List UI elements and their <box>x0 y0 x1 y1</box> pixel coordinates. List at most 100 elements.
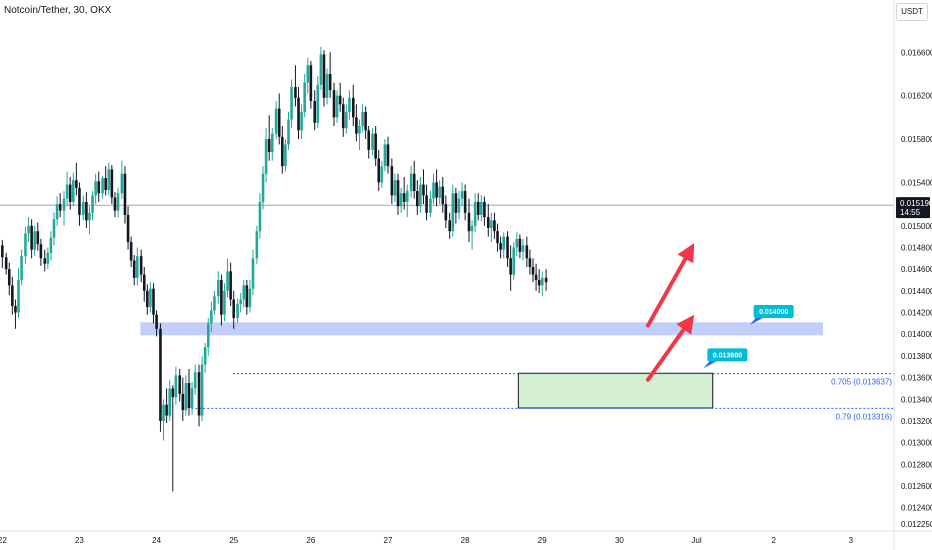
candle-body-104 <box>335 95 339 118</box>
candle-body-127 <box>409 173 413 192</box>
candle-body-13 <box>43 258 47 264</box>
candle-body-156 <box>502 236 505 250</box>
y-tick-label-10: 0.013800 <box>901 352 932 361</box>
red-arrow-1[interactable] <box>645 327 686 382</box>
candle-body-111 <box>358 126 361 134</box>
candle-body-68 <box>220 280 223 315</box>
y-tick-label-3: 0.015400 <box>901 178 932 187</box>
x-tick-label-4: 26 <box>306 536 315 545</box>
candle-body-30 <box>97 181 101 194</box>
candle-body-128 <box>412 173 416 192</box>
y-tick-label-13: 0.013200 <box>901 417 932 426</box>
candle-body-53 <box>171 388 175 398</box>
candle-body-93 <box>300 111 303 131</box>
candle-body-34 <box>110 169 114 198</box>
candle-body-35 <box>113 197 117 211</box>
candle-body-166 <box>534 274 538 280</box>
candle-body-115 <box>371 133 374 150</box>
candle-body-20 <box>65 184 69 199</box>
candle-body-25 <box>82 201 85 215</box>
candle-body-36 <box>116 193 120 211</box>
candle-body-73 <box>236 303 239 318</box>
y-tick-label-15: 0.012800 <box>901 460 932 469</box>
candle-body-169 <box>544 277 548 283</box>
candle-body-163 <box>525 245 529 259</box>
entry-zone-zone[interactable] <box>517 372 714 409</box>
candle-body-82 <box>264 139 268 174</box>
red-arrow-head-0 <box>677 243 695 264</box>
candle-body-140 <box>451 193 455 232</box>
candle-body-126 <box>405 191 409 202</box>
current-price-badge <box>896 197 930 219</box>
candle-body-122 <box>393 180 397 196</box>
y-tick-label-6: 0.014600 <box>901 265 932 274</box>
fib-label-1: 0.79 (0.013316) <box>836 412 893 421</box>
x-tick-label-10: 2 <box>771 536 776 545</box>
candle-body-118 <box>380 166 384 183</box>
candle-body-55 <box>178 375 182 394</box>
candle-body-86 <box>277 108 281 137</box>
x-tick-label-5: 27 <box>384 536 393 545</box>
candle-body-105 <box>338 95 342 105</box>
candle-body-69 <box>223 290 226 315</box>
candle-body-84 <box>270 133 274 153</box>
candle-body-132 <box>425 195 428 213</box>
candle-body-165 <box>531 266 535 275</box>
candle-body-135 <box>435 182 438 198</box>
candle-body-39 <box>126 214 130 243</box>
candle-body-167 <box>537 280 541 286</box>
candle-body-123 <box>396 180 400 207</box>
candle-body-10 <box>33 231 37 250</box>
price-label-box-1[interactable] <box>707 348 748 362</box>
candle-body-32 <box>104 178 107 190</box>
candle-body-76 <box>245 285 249 308</box>
candle-body-54 <box>174 375 178 398</box>
candle-body-51 <box>165 404 168 416</box>
support-band-zone[interactable] <box>140 322 824 336</box>
candle-body-58 <box>187 383 191 408</box>
candle-body-87 <box>281 136 284 167</box>
candle-body-168 <box>540 277 544 286</box>
price-label-box-0[interactable] <box>753 304 794 318</box>
price-label-pointer-1 <box>703 361 717 369</box>
price-label-text-0: 0.014000 <box>759 309 788 316</box>
candle-body-125 <box>402 193 406 202</box>
currency-button[interactable]: USDT <box>896 3 928 21</box>
candle-body-41 <box>132 260 136 278</box>
candle-body-11 <box>36 231 40 245</box>
candle-body-85 <box>274 108 278 134</box>
red-arrow-head-1 <box>676 314 695 335</box>
x-tick-label-11: 3 <box>849 536 854 545</box>
y-tick-label-1: 0.016200 <box>901 92 932 101</box>
red-arrow-0[interactable] <box>645 256 688 328</box>
x-tick-label-8: 30 <box>615 536 624 545</box>
candle-body-151 <box>486 217 490 228</box>
y-tick-label-18: 0.012250 <box>901 520 932 529</box>
current-price-value: 0.015190 <box>900 199 932 208</box>
candle-body-62 <box>200 364 204 416</box>
candle-body-141 <box>454 193 458 213</box>
candle-body-26 <box>85 201 88 221</box>
candle-body-90 <box>290 86 293 120</box>
candle-body-66 <box>213 296 216 311</box>
candle-body-91 <box>294 86 297 98</box>
candle-body-80 <box>258 201 262 232</box>
candle-body-83 <box>267 139 271 153</box>
candle-body-139 <box>448 220 451 232</box>
candle-body-117 <box>377 158 381 183</box>
candle-body-18 <box>58 204 62 211</box>
candle-body-15 <box>49 237 53 253</box>
y-tick-label-14: 0.013000 <box>901 439 932 448</box>
candle-body-5 <box>17 280 20 313</box>
candle-body-124 <box>399 193 403 207</box>
candle-body-94 <box>303 82 306 112</box>
candle-body-120 <box>386 144 390 167</box>
candle-body-154 <box>496 231 499 244</box>
candle-body-152 <box>490 220 493 228</box>
candle-body-37 <box>120 173 124 194</box>
y-tick-label-4: 0.015000 <box>901 222 932 231</box>
candle-body-19 <box>62 198 66 211</box>
candle-body-147 <box>473 201 477 226</box>
candle-body-81 <box>261 173 265 202</box>
